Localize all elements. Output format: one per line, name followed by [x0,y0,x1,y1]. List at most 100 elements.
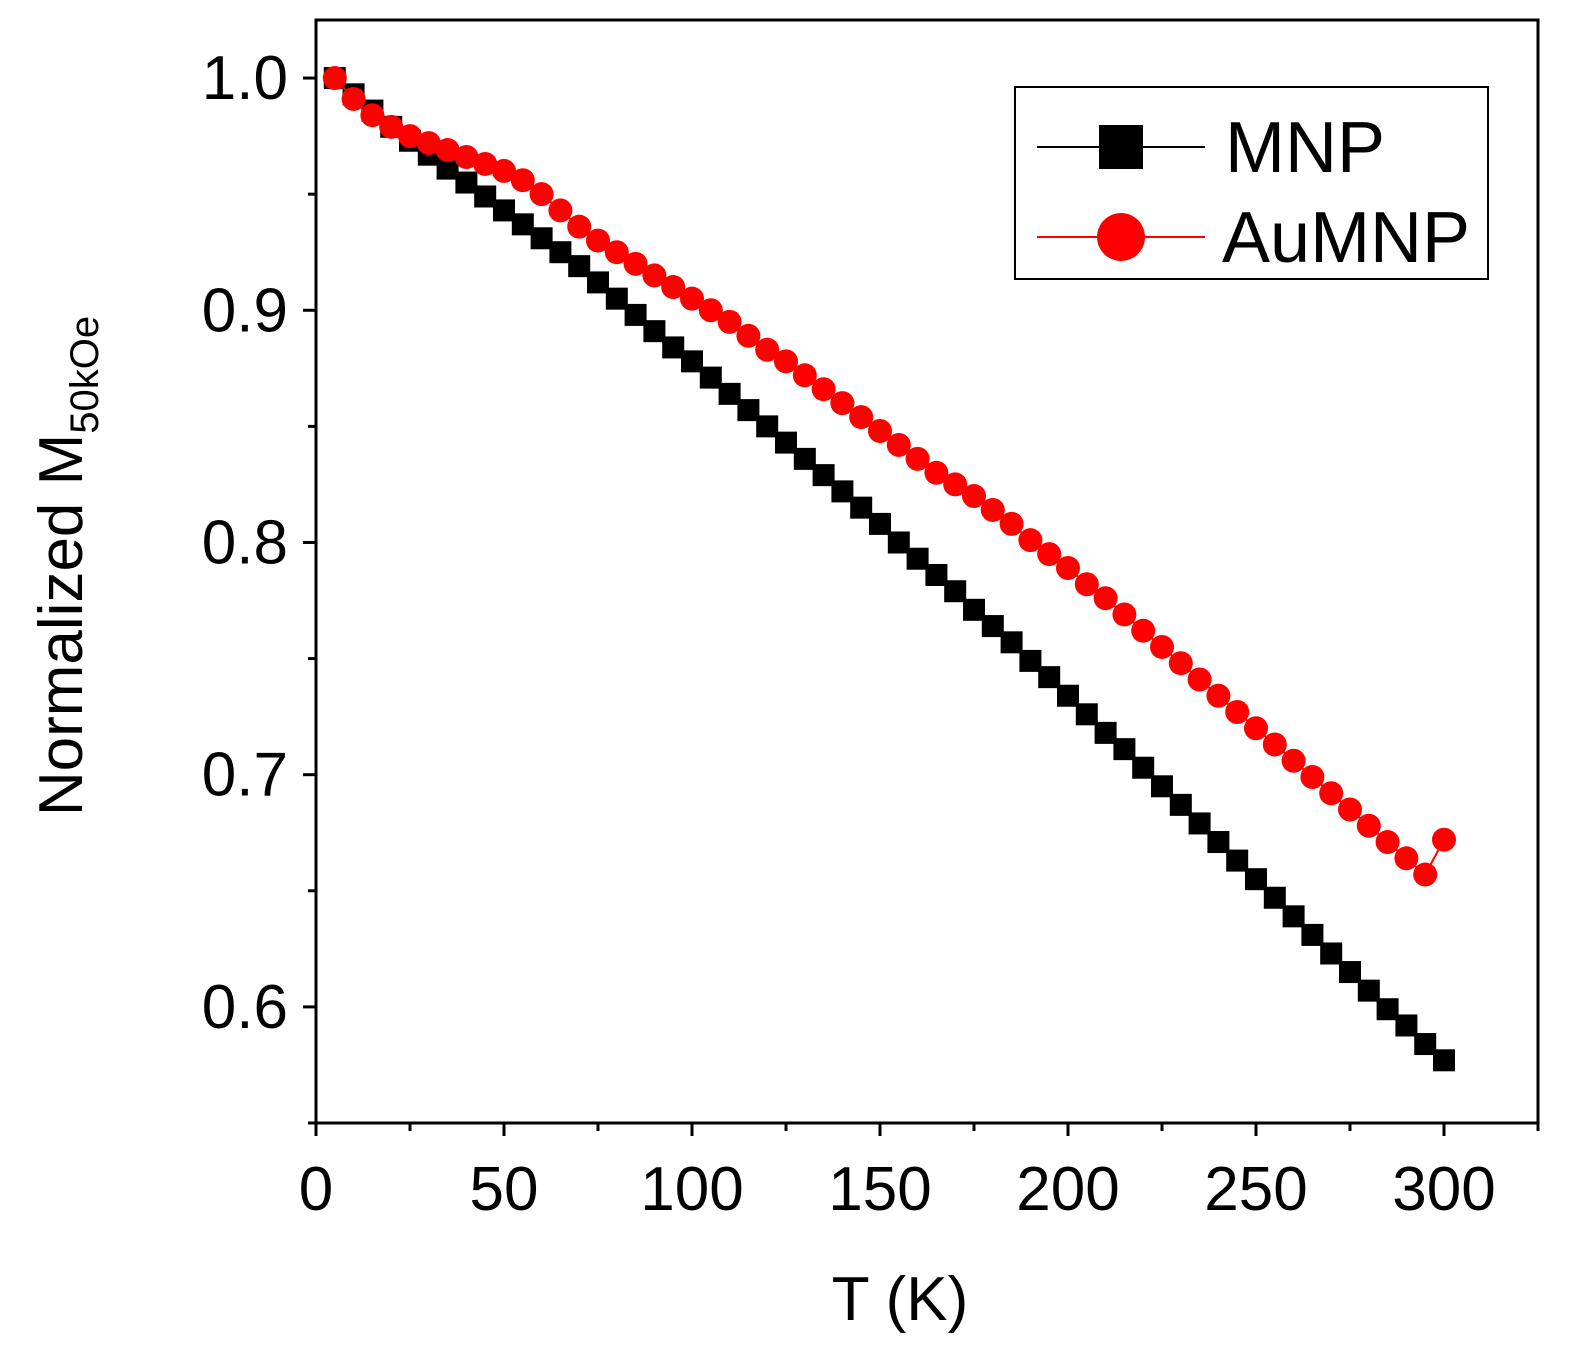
data-point-mnp [624,303,647,326]
data-point-aumnp [1074,572,1099,597]
data-point-aumnp [1319,781,1344,806]
data-point-aumnp [604,240,629,265]
data-point-aumnp [1168,651,1193,676]
data-point-aumnp [1131,618,1156,643]
data-point-mnp [1057,684,1079,707]
data-point-aumnp [1056,556,1080,581]
data-point-aumnp [1300,765,1325,790]
data-point-mnp [887,531,910,554]
data-point-aumnp [435,138,460,163]
data-point-mnp [1357,979,1380,1002]
legend-box [1014,86,1489,280]
x-tick-label: 150 [828,1155,931,1224]
data-point-mnp [1169,793,1192,816]
x-tick-label: 250 [1204,1155,1307,1224]
data-point-aumnp [416,131,441,156]
legend-marker-mnp [1099,125,1143,169]
data-point-mnp [1038,666,1061,689]
data-point-aumnp [1281,748,1306,773]
data-point-aumnp [510,168,535,193]
legend: MNP AuMNP [1014,86,1489,280]
data-point-aumnp [1262,732,1287,757]
data-point-mnp [756,415,779,438]
data-point-aumnp [830,391,855,416]
data-point-mnp [906,547,929,570]
data-point-aumnp [1338,797,1362,822]
data-point-aumnp [980,497,1005,522]
data-point-aumnp [567,214,592,239]
legend-label-mnp: MNP [1225,108,1385,188]
data-point-mnp [963,598,985,621]
data-point-mnp [568,255,591,278]
data-point-mnp [549,241,572,264]
legend-label-aumnp: AuMNP [1222,198,1470,278]
y-tick-label: 0.8 [202,508,288,577]
y-axis-label-subscript: 50kOe [63,316,107,434]
data-point-mnp [925,563,948,586]
data-point-mnp [850,496,873,519]
data-point-aumnp [792,363,817,388]
data-point-mnp [1151,775,1173,798]
data-point-aumnp [322,66,347,91]
data-point-aumnp [454,145,479,170]
data-point-aumnp [1037,542,1062,567]
data-point-aumnp [398,124,422,149]
data-point-mnp [1188,812,1211,835]
data-point-mnp [775,431,797,454]
data-point-mnp [1207,831,1230,854]
data-point-aumnp [943,472,968,497]
y-axis-label: Normalized M50kOe [27,316,107,816]
y-axis-label-main: Normalized M [27,434,96,816]
series-aumnp [322,66,1456,887]
data-point-aumnp [548,198,573,223]
data-point-aumnp [717,309,742,334]
data-point-mnp [1282,905,1305,928]
data-point-aumnp [905,446,930,471]
data-point-aumnp [755,337,780,362]
data-point-aumnp [1150,634,1174,659]
data-point-aumnp [1206,683,1231,708]
data-point-aumnp [341,86,366,111]
data-point-mnp [1263,886,1286,909]
y-axis: 0.6 0.7 0.8 0.9 1.0 [202,44,316,1125]
data-point-mnp [831,480,854,503]
data-point-mnp [511,213,534,236]
data-point-aumnp [1225,699,1250,724]
data-point-aumnp [1187,667,1212,692]
data-point-mnp [1019,649,1042,672]
x-axis-label: T (K) [832,1265,969,1334]
data-point-aumnp [1093,586,1118,611]
y-tick-label: 1.0 [202,44,288,113]
data-point-mnp [643,320,666,343]
data-point-aumnp [868,419,892,444]
data-point-mnp [1094,721,1117,744]
data-point-mnp [1414,1033,1437,1056]
data-point-aumnp [1375,830,1400,855]
data-point-aumnp [924,460,949,485]
data-point-mnp [1320,942,1343,965]
data-point-aumnp [1394,846,1419,871]
data-point-mnp [1245,868,1267,891]
data-point-mnp [681,350,703,373]
data-point-mnp [605,287,628,310]
data-point-mnp [869,512,891,535]
data-point-aumnp [680,286,704,311]
data-point-mnp [981,615,1004,638]
data-point-aumnp [642,263,667,288]
data-point-mnp [1433,1049,1455,1072]
x-tick-label: 200 [1016,1155,1119,1224]
data-point-mnp [699,366,722,389]
data-point-aumnp [774,349,798,374]
y-tick-label: 0.6 [202,973,288,1042]
y-tick-label: 0.7 [202,741,288,810]
data-point-mnp [1395,1014,1418,1037]
plot-frame [314,18,1540,1125]
data-point-mnp [474,185,497,208]
data-point-mnp [1000,631,1023,654]
data-point-mnp [737,399,760,422]
data-point-mnp [944,580,967,603]
data-point-aumnp [1244,716,1268,741]
data-point-aumnp [1413,862,1438,887]
data-point-aumnp [999,511,1024,536]
